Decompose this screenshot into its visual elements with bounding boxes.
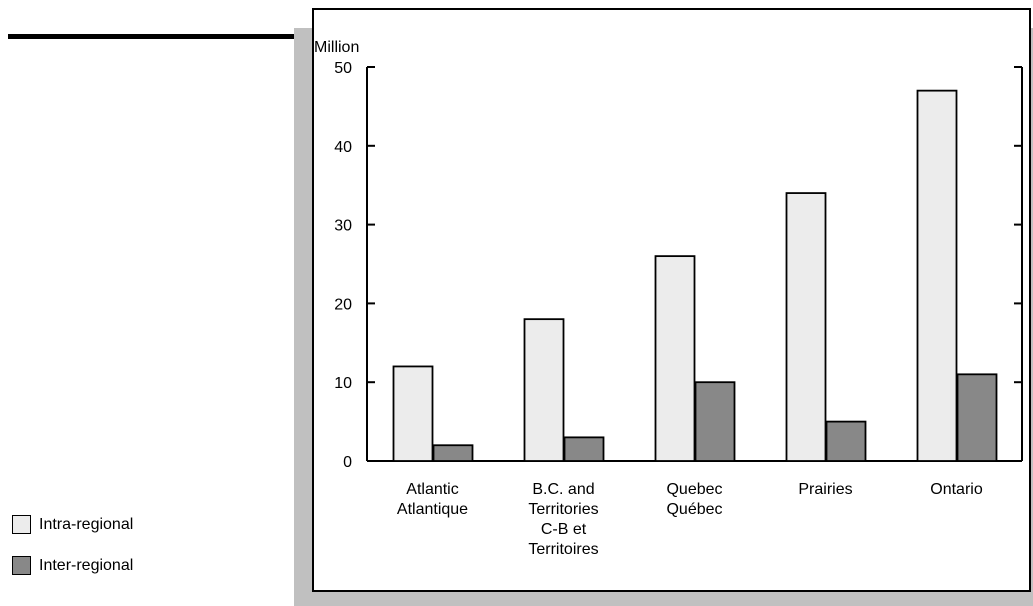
bar-inter-b-c-and: [563, 436, 605, 462]
header-rule: [8, 34, 312, 39]
x-tick-label-atlantic: Atlantic Atlantique: [397, 481, 468, 518]
x-tick-label-b-c-and: B.C. and Territories C-B et Territoires: [528, 481, 598, 558]
legend-swatch-intra: [12, 515, 31, 534]
x-tick-label-ontario: Ontario: [930, 481, 983, 498]
legend-label-intra: Intra-regional: [39, 515, 134, 533]
legend-label-inter: Inter-regional: [39, 556, 134, 574]
bar-intra-atlantic: [392, 365, 434, 462]
y-tick-label-40: 40: [334, 139, 352, 156]
legend-swatch-inter: [12, 556, 31, 575]
x-tick-label-quebec: Quebec Québec: [666, 481, 722, 518]
x-tick-label-prairies: Prairies: [798, 481, 852, 498]
bar-inter-atlantic: [432, 444, 474, 462]
y-tick-label-10: 10: [334, 375, 352, 392]
y-tick-label-30: 30: [334, 218, 352, 235]
legend-item-intra: Intra-regional: [12, 515, 133, 534]
bar-intra-ontario: [916, 89, 958, 462]
y-axis-label: Million: [314, 39, 359, 56]
bar-inter-quebec: [694, 381, 736, 462]
bar-intra-quebec: [654, 255, 696, 462]
bar-intra-b-c-and: [523, 318, 565, 462]
bar-inter-prairies: [825, 420, 867, 462]
legend-item-inter: Inter-regional: [12, 556, 133, 575]
y-tick-label-50: 50: [334, 60, 352, 77]
bar-inter-ontario: [956, 373, 998, 462]
y-tick-label-0: 0: [343, 454, 352, 471]
y-tick-label-20: 20: [334, 296, 352, 313]
bar-intra-prairies: [785, 192, 827, 462]
